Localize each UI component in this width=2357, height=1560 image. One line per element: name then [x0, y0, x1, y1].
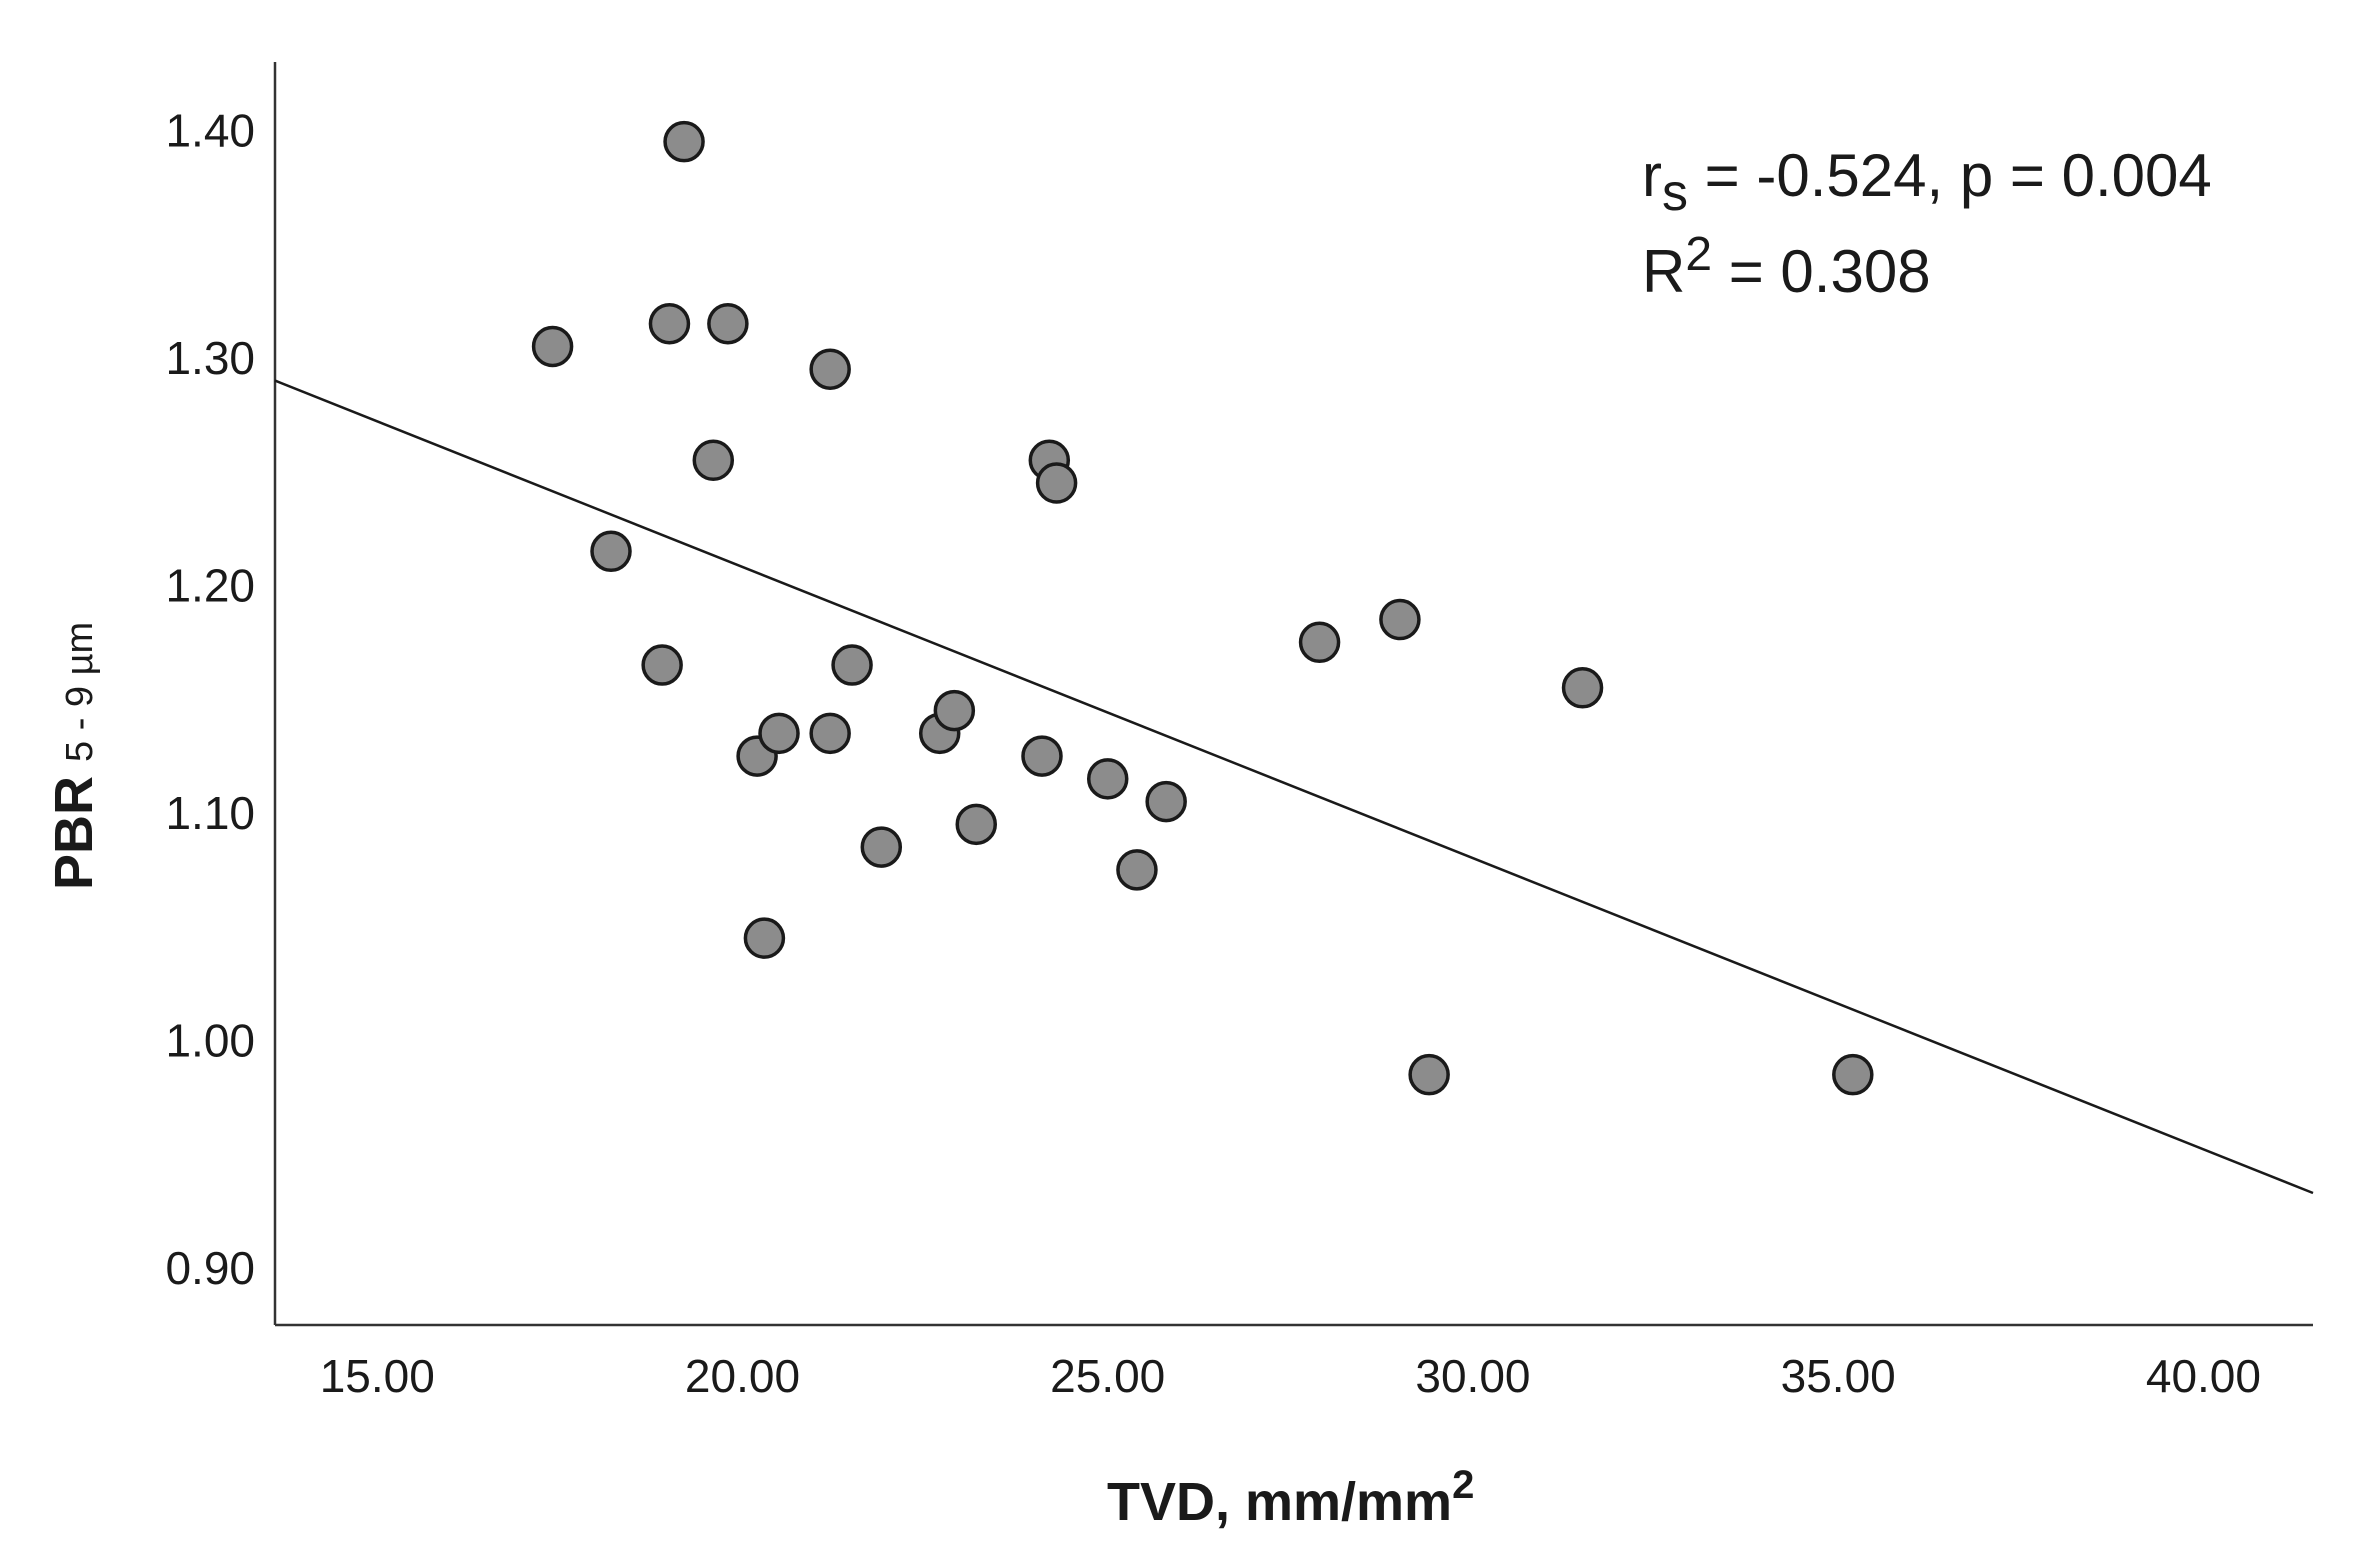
data-point — [692, 439, 735, 481]
data-point — [590, 530, 632, 573]
y-axis-label-subscript: 5 - 9 µm — [59, 622, 101, 762]
x-axis-label-superscript: 2 — [1452, 1463, 1474, 1507]
data-point — [809, 348, 851, 390]
x-axis-label: TVD, mm/mm — [1107, 1472, 1452, 1532]
y-axis-label: PBR — [44, 776, 104, 890]
data-point — [1021, 735, 1063, 777]
y-tick-label: 1.00 — [165, 1015, 255, 1067]
data-point — [1086, 758, 1129, 800]
y-tick-label: 0.90 — [165, 1242, 255, 1294]
x-tick-labels: 15.00 20.00 25.00 30.00 35.00 40.00 — [320, 1350, 2261, 1402]
r2-prefix: R — [1642, 238, 1685, 305]
rs-prefix: r — [1642, 142, 1662, 209]
r2-annotation: R2 = 0.308 — [1642, 228, 1931, 305]
data-points — [531, 120, 1874, 1096]
data-point — [707, 302, 749, 345]
x-tick-label: 35.00 — [1781, 1350, 1896, 1402]
data-point — [531, 325, 574, 368]
data-point — [1145, 780, 1187, 823]
data-point — [663, 120, 705, 163]
r2-value: = 0.308 — [1712, 238, 1931, 305]
data-point — [1116, 849, 1158, 891]
y-tick-label: 1.40 — [165, 104, 255, 156]
r2-superscript: 2 — [1685, 228, 1712, 281]
rs-subscript: s — [1662, 164, 1688, 222]
y-tick-label: 1.30 — [165, 332, 255, 384]
data-point — [933, 689, 976, 732]
x-tick-label: 30.00 — [1415, 1350, 1530, 1402]
data-point — [1298, 621, 1341, 664]
data-point — [831, 644, 873, 686]
data-point — [758, 712, 800, 755]
data-point — [641, 644, 683, 686]
x-axis-title: TVD, mm/mm2 — [1107, 1463, 1474, 1532]
rs-annotation: rs = -0.524, p = 0.004 — [1642, 142, 2212, 222]
axes — [273, 62, 2313, 1327]
data-point — [809, 712, 851, 755]
data-point — [955, 803, 997, 846]
y-tick-labels: 0.90 1.00 1.10 1.20 1.30 1.40 — [165, 104, 255, 1294]
x-tick-label: 40.00 — [2146, 1350, 2261, 1402]
x-tick-label: 25.00 — [1050, 1350, 1165, 1402]
regression-line — [274, 379, 2314, 1195]
data-point — [860, 826, 903, 868]
data-point — [1408, 1053, 1450, 1096]
x-tick-label: 20.00 — [685, 1350, 800, 1402]
y-tick-label: 1.10 — [165, 787, 255, 839]
data-point — [743, 917, 786, 959]
y-axis-title: PBR 5 - 9 µm — [44, 622, 104, 890]
x-tick-label: 15.00 — [320, 1350, 435, 1402]
data-point — [1379, 598, 1421, 641]
y-tick-label: 1.20 — [165, 559, 255, 611]
data-point — [1561, 667, 1604, 709]
rs-value: = -0.524, p = 0.004 — [1688, 142, 2212, 209]
data-point — [1832, 1053, 1874, 1096]
data-point — [1035, 462, 1078, 504]
data-point — [648, 302, 691, 345]
